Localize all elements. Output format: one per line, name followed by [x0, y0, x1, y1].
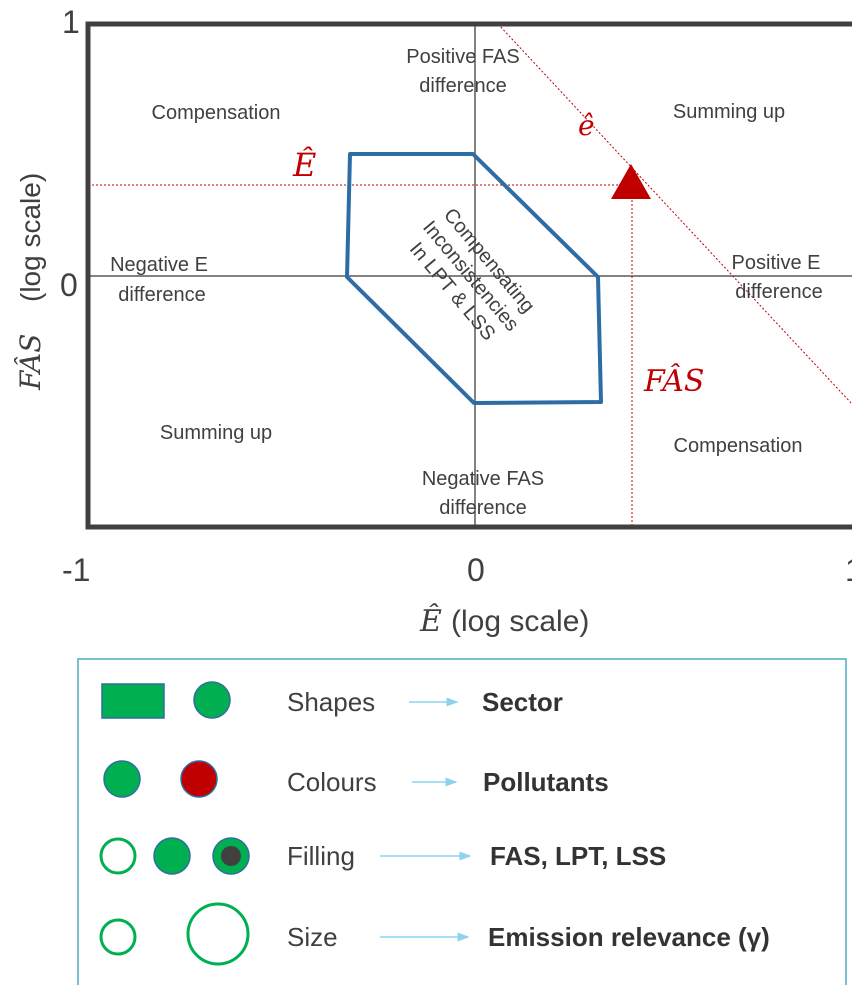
size-small-circle-symbol — [99, 918, 137, 956]
fas-hat-label: FÂS — [643, 363, 704, 399]
pollutant-red-circle-symbol — [180, 760, 218, 798]
legend-box: Shapes Sector Colours Pollutants Filling… — [77, 658, 847, 985]
y-axis-title: FÂS (log scale) — [14, 173, 47, 391]
x-tick-0: 0 — [467, 552, 485, 588]
negative-fas-label-line2: difference — [439, 497, 526, 519]
positive-fas-label-line1: Positive FAS — [406, 46, 519, 68]
positive-e-label-line1: Positive E — [732, 252, 821, 274]
e-hat-diagonal-line — [497, 23, 852, 405]
summing-up-top-right-label: Summing up — [673, 101, 785, 123]
y-axis-label: (log scale) — [15, 173, 46, 302]
filling-full-circle-symbol — [153, 837, 191, 875]
legend-size-meaning: Emission relevance (γ) — [488, 922, 770, 952]
e-hat-lower-label: ê — [578, 109, 595, 142]
compensation-top-left-label: Compensation — [152, 102, 281, 124]
x-axis-label: (log scale) — [451, 605, 589, 638]
e-hat-upper-label: Ê — [292, 146, 316, 184]
negative-e-label-line2: difference — [118, 284, 205, 306]
legend-shapes-meaning: Sector — [482, 687, 563, 717]
legend-colours-label: Colours — [287, 767, 377, 797]
legend-colours-meaning: Pollutants — [483, 767, 609, 797]
tick-labels: 1 0 -1 0 1 — [60, 4, 852, 588]
x-axis-title: Ê (log scale) — [419, 603, 589, 639]
pollutant-green-circle-symbol — [103, 760, 141, 798]
y-tick-0: 0 — [60, 267, 78, 303]
sector-circle-symbol — [193, 681, 231, 719]
compensating-region-hexagon — [345, 152, 603, 405]
legend-shapes-label: Shapes — [287, 687, 375, 717]
plot-area — [85, 21, 852, 530]
estimate-marker-triangle — [611, 164, 651, 199]
region-labels: Positive FAS difference Compensation Sum… — [110, 46, 823, 519]
legend-filling-meaning: FAS, LPT, LSS — [490, 841, 666, 871]
negative-e-label-line1: Negative E — [110, 254, 208, 276]
size-large-circle-symbol — [186, 902, 250, 966]
x-axis-symbol: Ê — [419, 603, 442, 639]
y-axis-symbol: FÂS — [14, 334, 47, 391]
filling-empty-circle-symbol — [99, 837, 137, 875]
legend-border — [77, 658, 847, 985]
summing-up-bottom-left-label: Summing up — [160, 422, 272, 444]
legend-size-label: Size — [287, 922, 338, 952]
x-tick-1: 1 — [845, 552, 852, 588]
positive-fas-label-line2: difference — [419, 75, 506, 97]
sector-rectangle-symbol — [101, 683, 165, 719]
positive-e-label-line2: difference — [735, 281, 822, 303]
legend-filling-label: Filling — [287, 841, 355, 871]
compensation-bottom-right-label: Compensation — [674, 435, 803, 457]
x-tick-neg1: -1 — [62, 552, 90, 588]
negative-fas-label-line1: Negative FAS — [422, 468, 544, 490]
plot-frame — [85, 21, 852, 530]
y-tick-1: 1 — [62, 4, 80, 40]
filling-dark-center-inner — [221, 846, 241, 866]
